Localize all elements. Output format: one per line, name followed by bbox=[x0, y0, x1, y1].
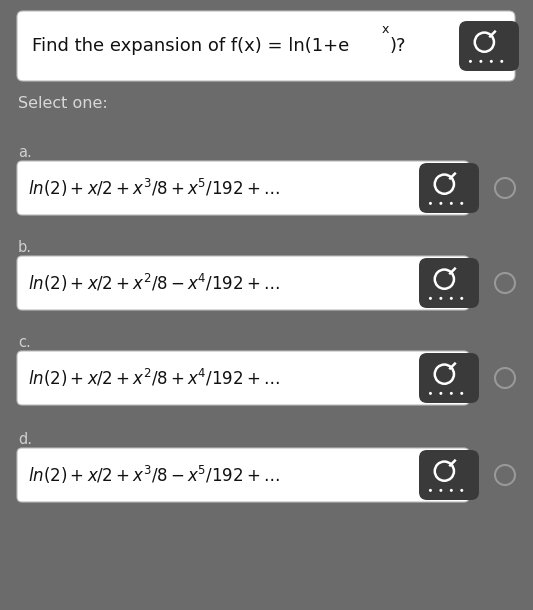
Circle shape bbox=[429, 489, 432, 492]
Text: )?: )? bbox=[390, 37, 407, 55]
FancyBboxPatch shape bbox=[17, 11, 515, 81]
Text: $\mathit{ln}(2) + x/2 + x^2/8 + x^4/192 +\ldots$: $\mathit{ln}(2) + x/2 + x^2/8 + x^4/192 … bbox=[28, 367, 280, 389]
Circle shape bbox=[439, 392, 442, 395]
Circle shape bbox=[450, 392, 453, 395]
Circle shape bbox=[461, 392, 463, 395]
Circle shape bbox=[500, 60, 503, 63]
Text: Find the expansion of f(x) = ln(1+e: Find the expansion of f(x) = ln(1+e bbox=[32, 37, 349, 55]
Circle shape bbox=[439, 202, 442, 205]
Text: c.: c. bbox=[18, 335, 31, 350]
Text: b.: b. bbox=[18, 240, 32, 255]
Circle shape bbox=[469, 60, 472, 63]
Circle shape bbox=[479, 60, 482, 63]
FancyBboxPatch shape bbox=[459, 21, 519, 71]
FancyBboxPatch shape bbox=[17, 448, 469, 502]
Circle shape bbox=[461, 297, 463, 300]
Text: a.: a. bbox=[18, 145, 32, 160]
Text: $\mathit{ln}(2) + x/2 + x^3/8 - x^5/192 +\ldots$: $\mathit{ln}(2) + x/2 + x^3/8 - x^5/192 … bbox=[28, 464, 280, 486]
FancyBboxPatch shape bbox=[419, 353, 479, 403]
FancyBboxPatch shape bbox=[419, 258, 479, 308]
FancyBboxPatch shape bbox=[419, 450, 479, 500]
FancyBboxPatch shape bbox=[17, 256, 469, 310]
Circle shape bbox=[450, 202, 453, 205]
Circle shape bbox=[439, 489, 442, 492]
FancyBboxPatch shape bbox=[17, 161, 469, 215]
Circle shape bbox=[461, 489, 463, 492]
FancyBboxPatch shape bbox=[419, 163, 479, 213]
Text: d.: d. bbox=[18, 432, 32, 447]
Circle shape bbox=[450, 489, 453, 492]
Circle shape bbox=[429, 202, 432, 205]
Text: x: x bbox=[382, 23, 390, 36]
Circle shape bbox=[429, 392, 432, 395]
Circle shape bbox=[429, 297, 432, 300]
Text: $\mathit{ln}(2) + x/2 + x^2/8 - x^4/192 +\ldots$: $\mathit{ln}(2) + x/2 + x^2/8 - x^4/192 … bbox=[28, 272, 280, 294]
Text: Select one:: Select one: bbox=[18, 96, 108, 111]
Circle shape bbox=[490, 60, 493, 63]
Circle shape bbox=[461, 202, 463, 205]
FancyBboxPatch shape bbox=[17, 351, 469, 405]
Circle shape bbox=[450, 297, 453, 300]
Text: $\mathit{ln}(2) + x/2 + x^3/8 + x^5/192 +\ldots$: $\mathit{ln}(2) + x/2 + x^3/8 + x^5/192 … bbox=[28, 177, 280, 199]
Circle shape bbox=[439, 297, 442, 300]
